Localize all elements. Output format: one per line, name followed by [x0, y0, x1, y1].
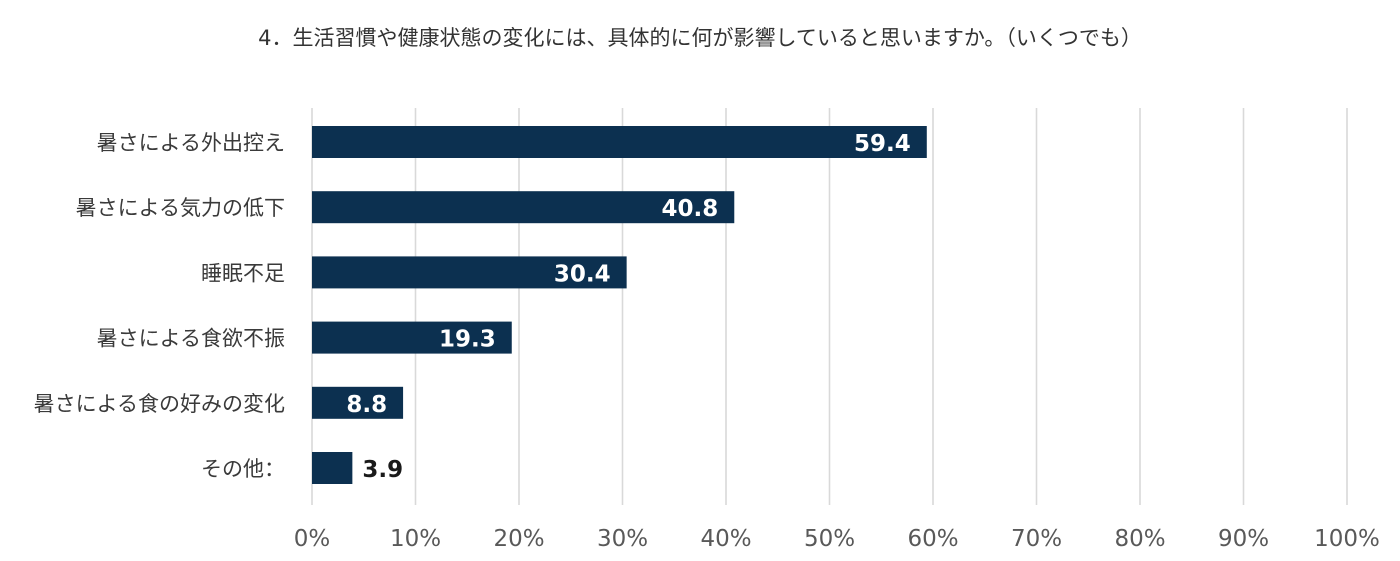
x-tick-label: 0%: [294, 526, 331, 552]
x-tick-label: 60%: [907, 526, 958, 552]
category-label: 暑さによる気力の低下: [76, 196, 285, 220]
bar: [312, 452, 353, 484]
chart-title: 4．生活習慣や健康状態の変化には、具体的に何が影響していると思いますか。（いくつ…: [258, 26, 1142, 50]
x-tick-label: 50%: [804, 526, 855, 552]
x-tick-label: 30%: [597, 526, 648, 552]
value-label: 3.9: [362, 457, 403, 483]
x-tick-label: 10%: [390, 526, 441, 552]
category-label: 暑さによる外出控え: [97, 131, 285, 155]
category-label: 暑さによる食の好みの変化: [34, 392, 285, 416]
x-tick-label: 100%: [1314, 526, 1380, 552]
x-tick-label: 80%: [1114, 526, 1165, 552]
x-tick-label: 40%: [700, 526, 751, 552]
bar: [312, 126, 927, 158]
category-labels: 暑さによる外出控え暑さによる気力の低下睡眠不足暑さによる食欲不振暑さによる食の好…: [34, 131, 285, 481]
x-axis-tick-labels: 0% 10% 20% 30% 40% 50% 60% 70% 80% 90% 100%: [294, 526, 1380, 552]
bar: [312, 256, 627, 289]
category-label: 暑さによる食欲不振: [97, 327, 285, 351]
category-label: 睡眠不足: [201, 261, 285, 285]
value-label: 59.4: [854, 131, 911, 157]
category-label: その他：: [201, 457, 285, 481]
bar: [312, 321, 512, 354]
x-tick-label: 20%: [493, 526, 544, 552]
value-label: 19.3: [439, 327, 496, 353]
value-labels: 59.4 40.8 30.4 19.3 8.8 3.9: [346, 131, 910, 483]
bar: [312, 191, 735, 224]
bars: [312, 126, 927, 484]
bar: [312, 386, 404, 419]
gridlines: [311, 108, 1348, 505]
value-label: 30.4: [554, 261, 611, 287]
value-label: 8.8: [346, 392, 387, 418]
x-tick-label: 90%: [1218, 526, 1269, 552]
value-label: 40.8: [662, 196, 719, 222]
x-tick-label: 70%: [1011, 526, 1062, 552]
